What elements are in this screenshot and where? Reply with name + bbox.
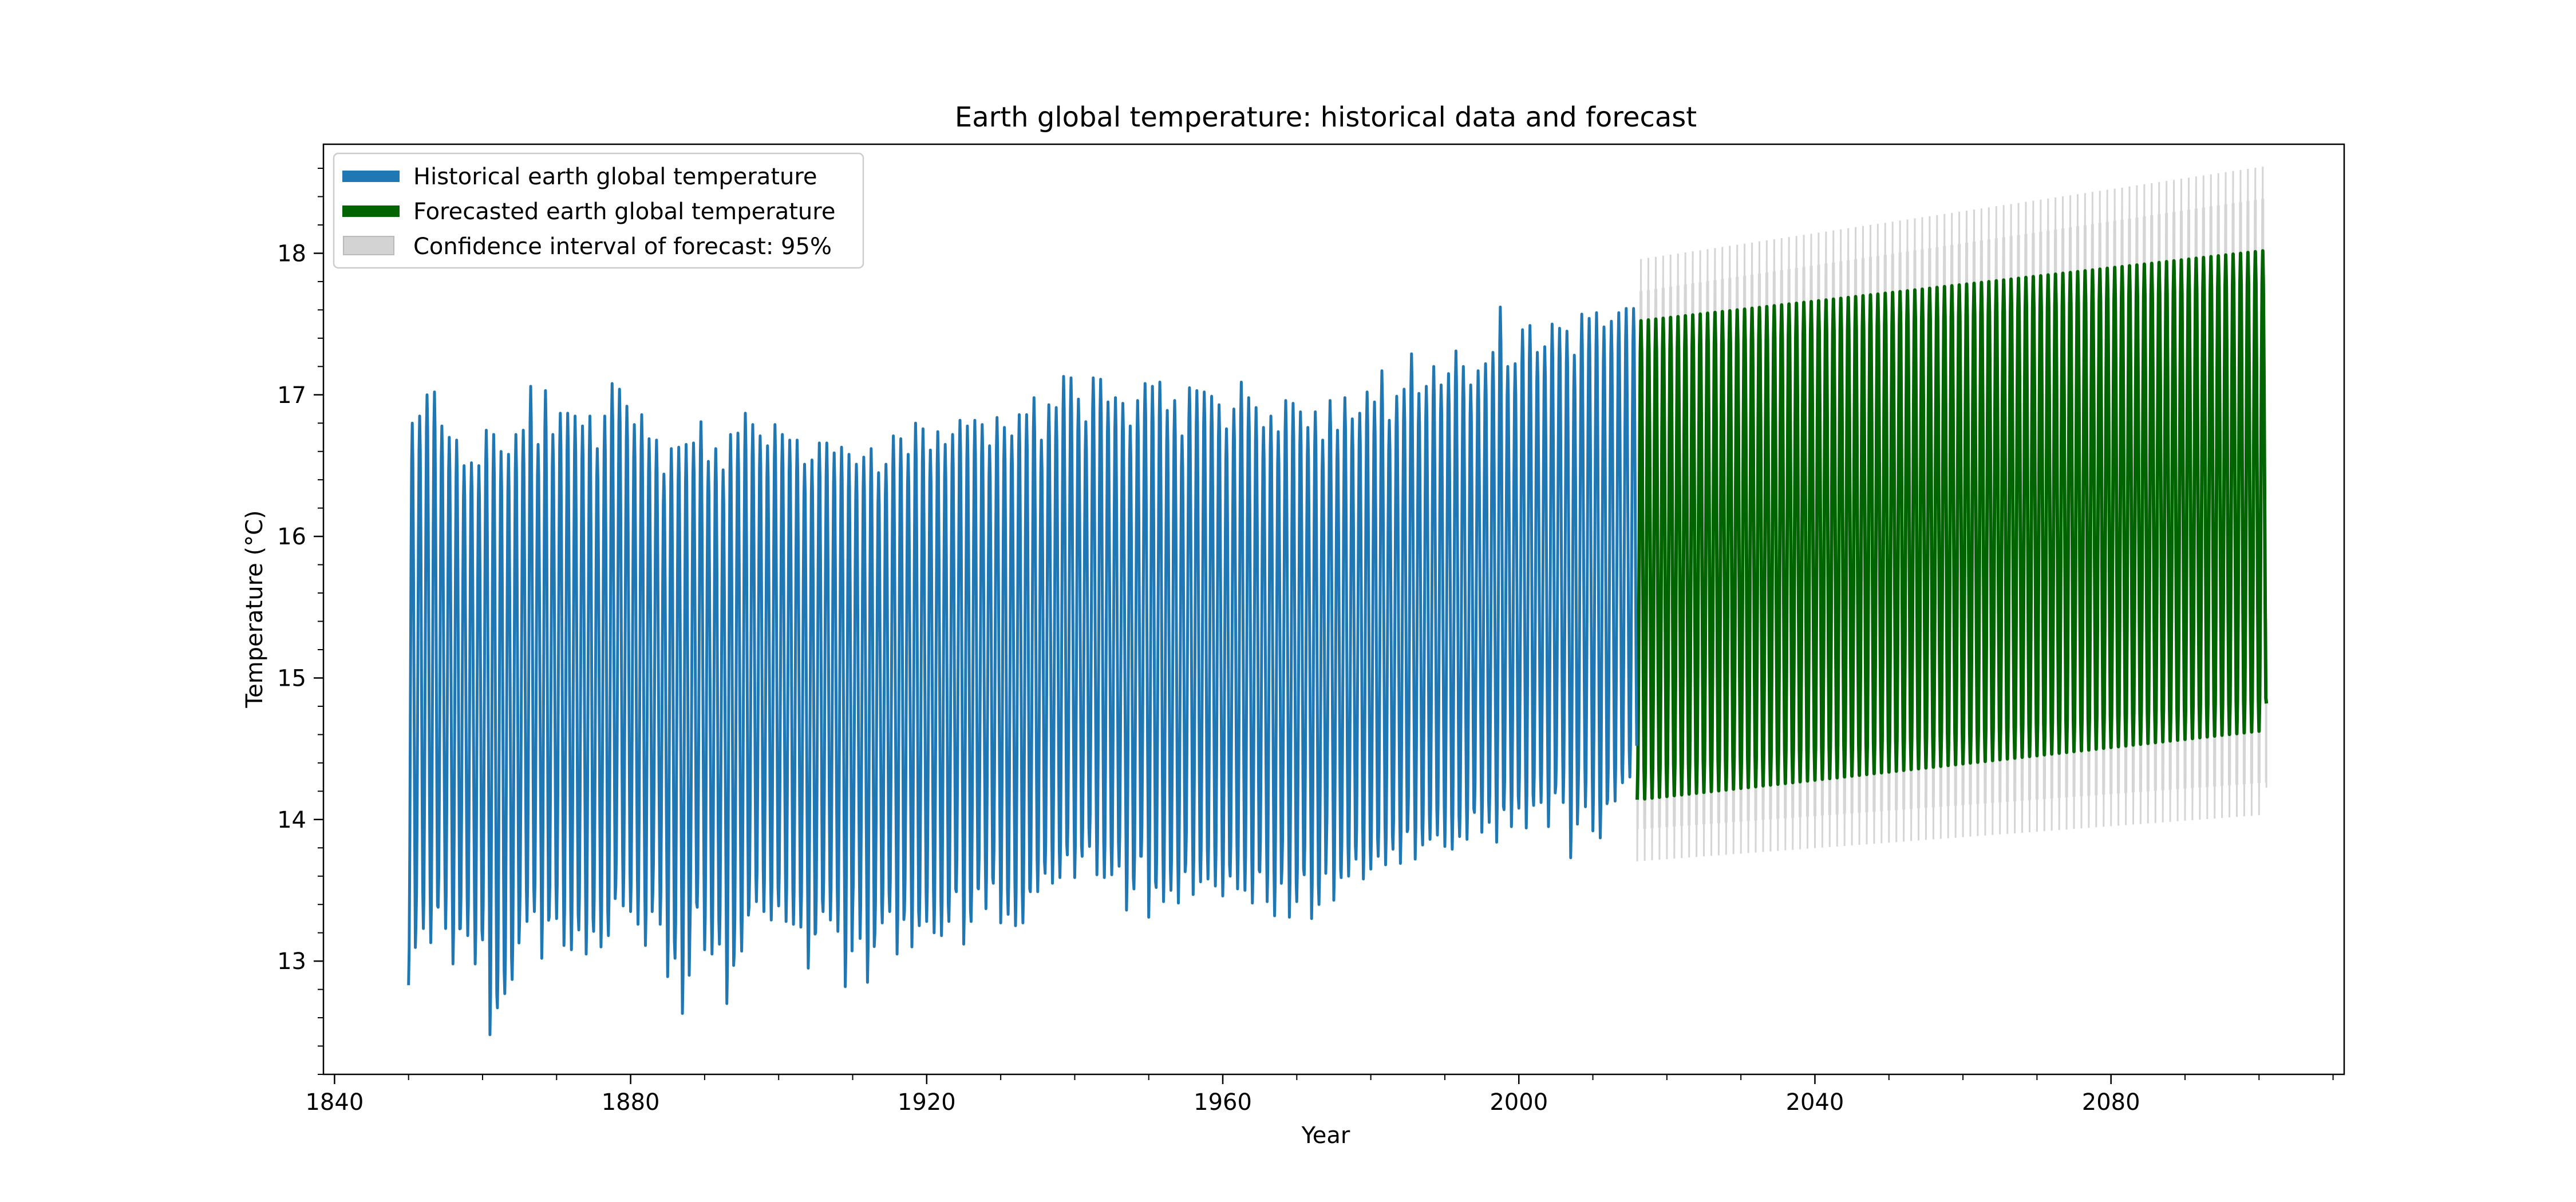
y-tick-label: 17 [277, 382, 306, 409]
y-tick-label: 13 [277, 948, 306, 975]
y-axis: 13 14 15 16 17 18 [277, 168, 323, 1075]
chart-title: Earth global temperature: historical dat… [955, 101, 1697, 133]
legend-label-forecast: Forecasted earth global temperature [413, 199, 835, 225]
x-tick-label: 1880 [602, 1089, 660, 1116]
y-tick-label: 15 [277, 665, 306, 691]
legend-label-historical: Historical earth global temperature [413, 164, 817, 190]
y-tick-label: 18 [277, 240, 306, 267]
x-axis: 1840 1880 1920 1960 2000 2040 2080 [305, 1074, 2334, 1116]
forecast-line [1635, 249, 2269, 801]
x-tick-label: 1840 [305, 1089, 364, 1116]
forecast-series [1635, 249, 2269, 801]
historical-series [407, 305, 1638, 1037]
x-tick-label: 2000 [1490, 1089, 1548, 1116]
legend-swatch-forecast [342, 205, 400, 217]
x-tick-label: 2040 [1786, 1089, 1844, 1116]
legend: Historical earth global temperature Fore… [333, 152, 864, 269]
x-tick-label: 1920 [898, 1089, 956, 1116]
legend-swatch-historical [342, 171, 400, 182]
legend-swatch-confidence [343, 236, 394, 255]
historical-line [407, 305, 1638, 1037]
x-tick-label: 2080 [2082, 1089, 2140, 1116]
y-tick-label: 16 [277, 524, 306, 550]
legend-frame [333, 152, 864, 269]
legend-label-confidence: Confidence interval of forecast: 95% [413, 234, 832, 260]
x-tick-label: 1960 [1194, 1089, 1252, 1116]
x-axis-label: Year [1301, 1122, 1350, 1149]
y-tick-label: 14 [277, 807, 306, 833]
y-axis-label: Temperature (°C) [242, 510, 268, 708]
plot-frame [322, 143, 2345, 1076]
